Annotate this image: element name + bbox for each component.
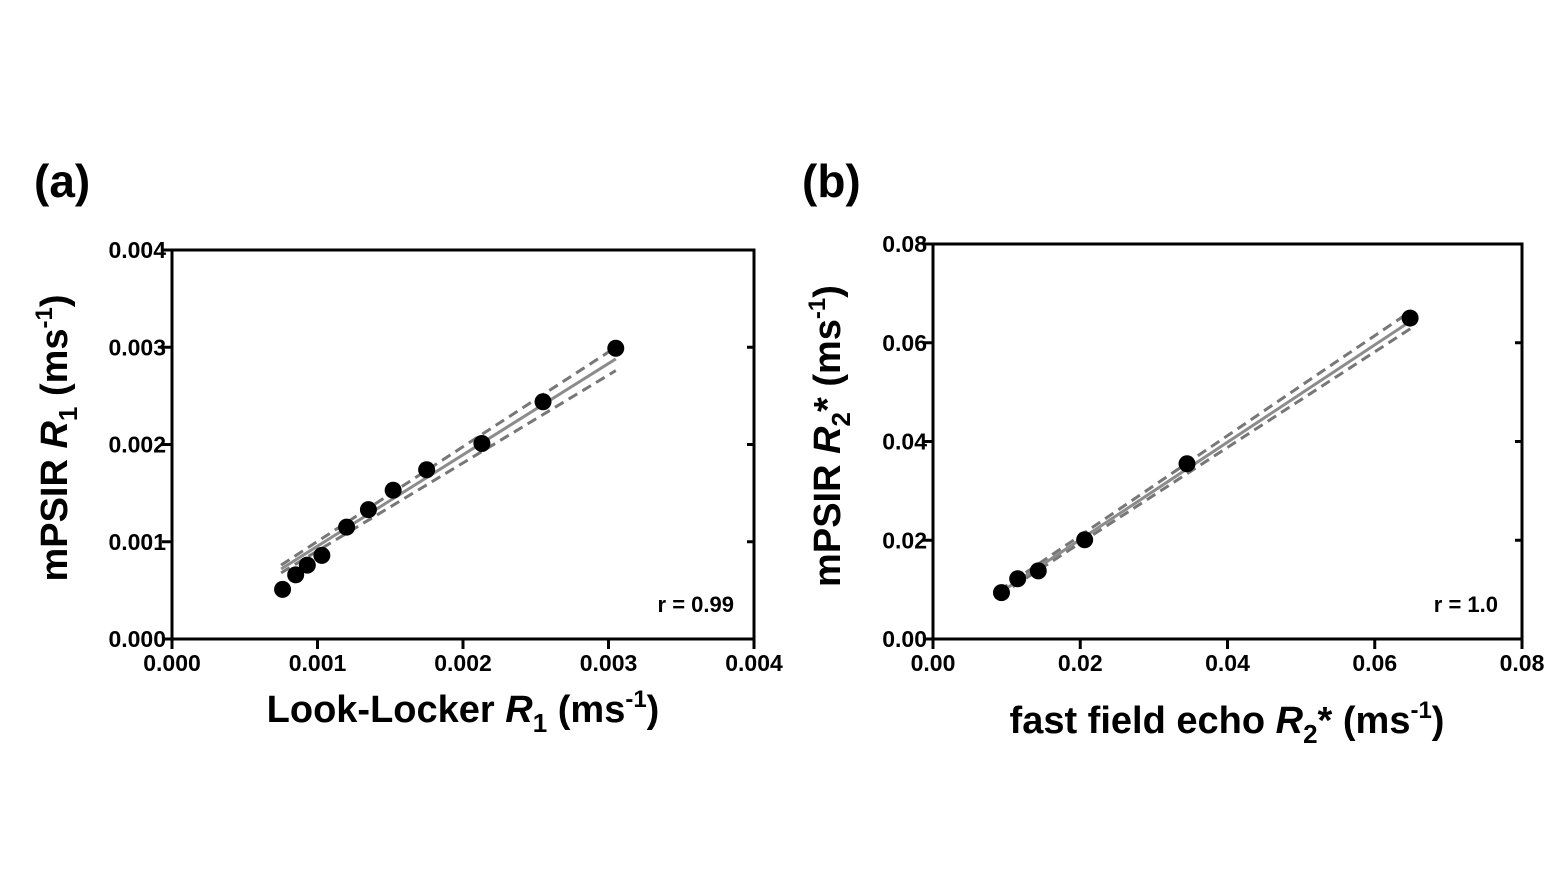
panel-a-x-tick-label: 0.003 bbox=[580, 650, 638, 676]
panel-a: (a) 0.000 0.001 0.002 0.003 0.0040.0000.0010… bbox=[31, 155, 783, 738]
panel-a-y-tick-label: 0.002 bbox=[108, 432, 166, 458]
panel-a-data-point bbox=[384, 481, 402, 499]
panel-a-confidence-upper bbox=[280, 345, 617, 567]
panel-b-y-tick-label: 0.04 bbox=[882, 429, 927, 455]
panel-b-y-tick-label: 0.02 bbox=[882, 527, 927, 553]
panel-a-ticks: 0.000 0.001 0.002 0.003 0.004 0.000 0.001 0.002… bbox=[108, 237, 783, 676]
panel-b: (b) 0.00 0.02 0.04 0.06 0.08 0.00 0.02 0.04 0.06… bbox=[802, 155, 1545, 749]
panel-b-x-tick-label: 0.04 bbox=[1205, 650, 1250, 676]
panel-a-correlation-annotation: r = 0.99 bbox=[658, 592, 734, 617]
panel-b-data-point bbox=[1076, 531, 1094, 549]
panel-a-data-point bbox=[338, 518, 356, 536]
panel-b-marks bbox=[992, 309, 1419, 602]
panel-a-y-axis-title: mPSIR R1 (ms-1) bbox=[31, 294, 83, 581]
panel-a-axes-frame bbox=[170, 248, 756, 641]
panel-a-x-tick-label: 0.002 bbox=[434, 650, 492, 676]
panel-a-data-point bbox=[473, 435, 491, 453]
panel-a-data-point bbox=[313, 546, 331, 564]
panel-a-x-tick-label: 0.004 bbox=[725, 650, 783, 676]
panel-b-fit-line bbox=[998, 319, 1413, 595]
panel-b-x-tick-label: 0.06 bbox=[1352, 650, 1397, 676]
panel-a-fit-line bbox=[280, 357, 617, 571]
panel-b-data-point bbox=[1009, 570, 1027, 588]
panel-b-correlation-annotation: r = 1.0 bbox=[1434, 592, 1498, 617]
panel-b-data-point bbox=[1401, 309, 1419, 327]
panel-a-data-point bbox=[274, 580, 292, 598]
panel-b-x-tick-label: 0.02 bbox=[1058, 650, 1103, 676]
panel-b-x-tick-label: 0.08 bbox=[1500, 650, 1545, 676]
panel-b-x-tick-label: 0.00 bbox=[911, 650, 956, 676]
panel-a-data-point bbox=[534, 393, 552, 411]
panel-a-x-tick-label: 0.001 bbox=[289, 650, 347, 676]
panel-label-a: (a) bbox=[34, 155, 90, 207]
panel-b-confidence-upper bbox=[998, 309, 1413, 592]
panel-b-ticks: 0.00 0.02 0.04 0.06 0.08 0.00 0.02 0.04 0.06 0.08 bbox=[882, 231, 1544, 676]
panel-a-marks bbox=[274, 339, 625, 598]
panel-a-data-point bbox=[298, 556, 316, 574]
panel-a-x-tick-label: 0.000 bbox=[143, 650, 201, 676]
panel-b-y-axis-title: mPSIR R2* (ms-1) bbox=[804, 285, 856, 587]
panel-b-y-tick-label: 0.06 bbox=[882, 330, 927, 356]
panel-a-y-tick-label: 0.004 bbox=[108, 237, 166, 263]
panel-b-y-tick-label: 0.08 bbox=[882, 231, 927, 257]
panel-b-x-axis-title: fast field echo R2* (ms-1) bbox=[1010, 697, 1445, 749]
panel-a-y-tick-label: 0.001 bbox=[108, 529, 166, 555]
panel-label-b: (b) bbox=[802, 155, 861, 207]
panel-a-data-point bbox=[418, 461, 436, 479]
panel-b-y-tick-label: 0.00 bbox=[882, 626, 927, 652]
panel-b-confidence-lower bbox=[998, 326, 1413, 597]
panel-a-data-point bbox=[359, 501, 377, 519]
panel-a-confidence-lower bbox=[280, 369, 617, 575]
panel-b-data-point bbox=[1029, 562, 1047, 580]
panel-a-x-axis-title: Look-Locker R1 (ms-1) bbox=[267, 686, 660, 738]
panel-a-y-tick-label: 0.003 bbox=[108, 334, 166, 360]
panel-a-data-point bbox=[287, 566, 305, 584]
panel-a-y-tick-label: 0.000 bbox=[108, 626, 166, 652]
panel-b-data-point bbox=[992, 584, 1010, 602]
panel-a-data-point bbox=[607, 339, 625, 357]
panel-b-data-point bbox=[1178, 455, 1196, 473]
